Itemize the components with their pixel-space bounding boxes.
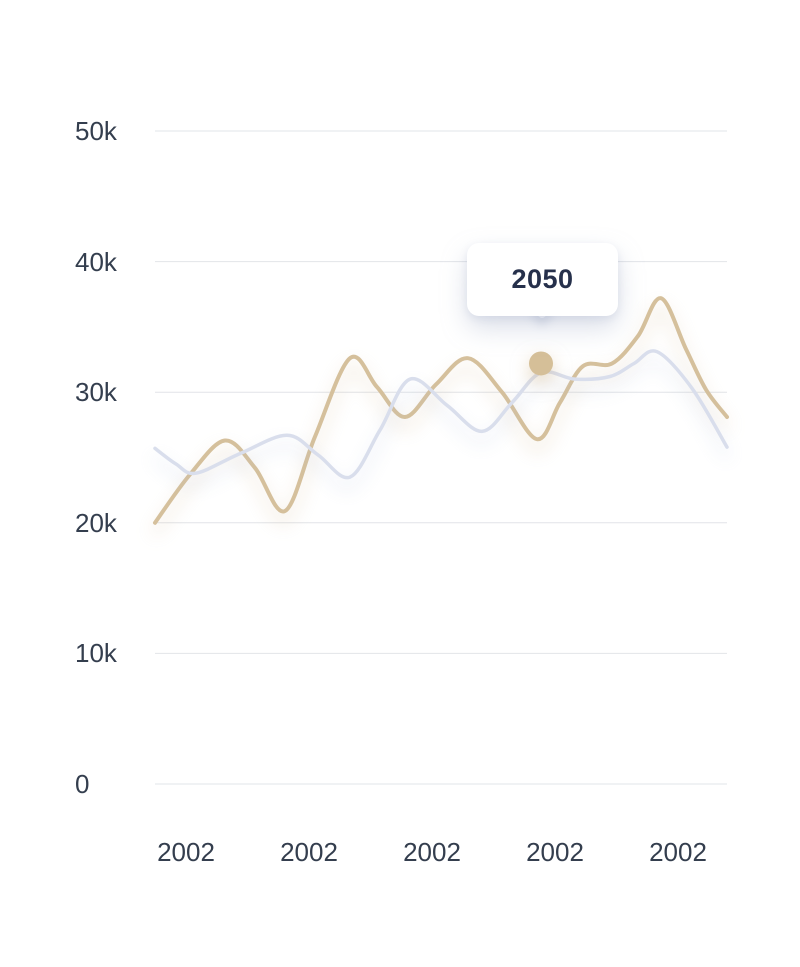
tan-series-line xyxy=(153,296,729,525)
gridlines xyxy=(155,130,727,785)
x-axis-tick-label: 2002 xyxy=(280,837,338,867)
x-axis-tick-label: 2002 xyxy=(526,837,584,867)
x-axis-tick-label: 2002 xyxy=(403,837,461,867)
tooltip-value: 2050 xyxy=(511,264,574,294)
y-axis-tick-label: 50k xyxy=(75,116,117,146)
y-axis-tick-label: 30k xyxy=(75,377,117,408)
y-axis-tick-label: 20k xyxy=(75,507,117,538)
y-axis-tick-label: 10k xyxy=(75,638,117,669)
series-paths xyxy=(153,296,729,525)
x-axis-tick-label: 2002 xyxy=(157,837,215,867)
highlight-dot[interactable] xyxy=(529,351,553,376)
highlight-layer xyxy=(529,351,553,376)
y-axis-tick-label: 0 xyxy=(75,769,90,799)
x-axis-tick-label: 2002 xyxy=(649,837,707,867)
y-axis-tick-label: 40k xyxy=(75,246,117,277)
gray-series-line xyxy=(153,349,729,480)
tooltip: 2050 xyxy=(467,243,618,316)
